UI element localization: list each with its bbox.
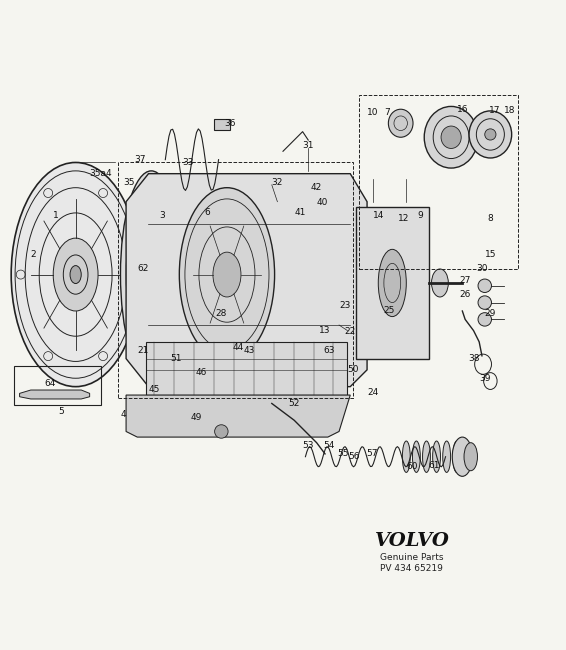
Text: 60: 60 — [406, 462, 418, 471]
Text: 10: 10 — [367, 107, 379, 116]
Text: 6: 6 — [204, 209, 210, 217]
Text: 37: 37 — [134, 155, 146, 164]
Text: 35: 35 — [123, 177, 135, 187]
Polygon shape — [126, 174, 367, 387]
Circle shape — [484, 129, 496, 140]
Text: VOLVO: VOLVO — [375, 532, 449, 550]
Text: 21: 21 — [137, 346, 149, 355]
Text: 49: 49 — [190, 413, 202, 422]
Ellipse shape — [388, 109, 413, 137]
Text: 14: 14 — [372, 211, 384, 220]
Text: 9: 9 — [418, 211, 423, 220]
Text: PV 434 65219: PV 434 65219 — [380, 564, 443, 573]
Text: 43: 43 — [244, 346, 255, 355]
Text: 28: 28 — [216, 309, 227, 318]
Text: 53: 53 — [302, 441, 314, 450]
Bar — [118, 162, 353, 398]
Text: 39: 39 — [479, 374, 491, 383]
Text: 50: 50 — [348, 365, 359, 374]
Polygon shape — [126, 395, 350, 437]
Ellipse shape — [478, 296, 491, 309]
Bar — [213, 119, 230, 130]
Polygon shape — [20, 390, 89, 399]
Text: 26: 26 — [460, 290, 471, 299]
Text: 24: 24 — [367, 388, 378, 396]
Text: 40: 40 — [316, 198, 328, 207]
Text: 36: 36 — [224, 119, 235, 128]
Ellipse shape — [453, 441, 461, 473]
Text: 63: 63 — [324, 346, 335, 355]
Ellipse shape — [413, 441, 421, 473]
Bar — [145, 342, 348, 395]
Text: 12: 12 — [398, 214, 409, 223]
Text: 45: 45 — [148, 385, 160, 394]
Bar — [356, 207, 428, 359]
Text: 64: 64 — [45, 380, 56, 388]
Text: 22: 22 — [345, 327, 356, 336]
Text: 3: 3 — [160, 211, 165, 220]
Text: 18: 18 — [504, 107, 516, 116]
Ellipse shape — [443, 441, 451, 473]
Ellipse shape — [121, 171, 182, 378]
Ellipse shape — [378, 250, 406, 317]
Ellipse shape — [478, 313, 491, 326]
Ellipse shape — [424, 107, 478, 168]
Text: 57: 57 — [366, 449, 378, 458]
Text: 2: 2 — [31, 250, 36, 259]
Text: 15: 15 — [484, 250, 496, 259]
Text: 27: 27 — [460, 276, 471, 285]
Text: 4: 4 — [121, 410, 126, 419]
Ellipse shape — [432, 441, 440, 473]
Text: Genuine Parts: Genuine Parts — [380, 553, 444, 562]
Ellipse shape — [452, 437, 473, 476]
Text: 33: 33 — [182, 158, 194, 167]
Text: 54: 54 — [323, 441, 335, 450]
Bar — [14, 367, 101, 404]
Text: 8: 8 — [487, 214, 493, 223]
Text: 41: 41 — [294, 209, 306, 217]
Text: 13: 13 — [319, 326, 331, 335]
Ellipse shape — [464, 443, 478, 471]
Ellipse shape — [441, 126, 461, 148]
Ellipse shape — [213, 252, 241, 297]
Ellipse shape — [53, 238, 98, 311]
Ellipse shape — [70, 266, 82, 283]
Text: 42: 42 — [311, 183, 322, 192]
Text: 7: 7 — [384, 107, 389, 116]
Ellipse shape — [431, 269, 448, 297]
Ellipse shape — [478, 279, 491, 293]
Text: 30: 30 — [476, 265, 488, 274]
Ellipse shape — [11, 162, 140, 387]
Ellipse shape — [179, 188, 275, 361]
Text: 38: 38 — [468, 354, 479, 363]
Text: 56: 56 — [348, 452, 359, 462]
Text: 1: 1 — [53, 211, 59, 220]
Circle shape — [215, 424, 228, 438]
Bar — [359, 95, 518, 269]
Text: 55: 55 — [338, 449, 349, 458]
Text: 51: 51 — [171, 354, 182, 363]
Text: 25: 25 — [384, 307, 395, 315]
Text: 61: 61 — [428, 461, 440, 469]
Text: 31: 31 — [302, 141, 314, 150]
Text: 17: 17 — [488, 107, 500, 116]
Text: 29: 29 — [484, 309, 496, 318]
Text: 32: 32 — [272, 177, 283, 187]
Ellipse shape — [402, 441, 410, 473]
Text: 5: 5 — [59, 408, 65, 417]
Text: 46: 46 — [196, 368, 207, 377]
Ellipse shape — [423, 441, 430, 473]
Text: 44: 44 — [233, 343, 244, 352]
Text: 35a4: 35a4 — [89, 169, 112, 178]
Ellipse shape — [469, 111, 512, 158]
Text: 52: 52 — [289, 399, 300, 408]
Text: 16: 16 — [457, 105, 468, 114]
Text: 23: 23 — [339, 301, 350, 310]
Text: 62: 62 — [137, 265, 149, 274]
